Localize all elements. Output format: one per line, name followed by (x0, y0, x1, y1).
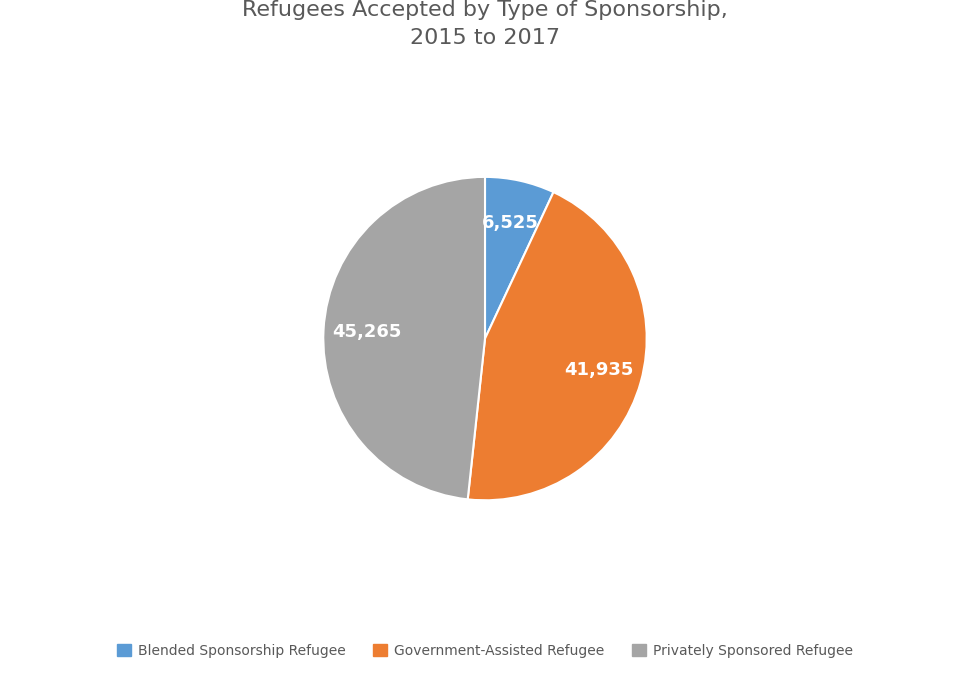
Text: 41,935: 41,935 (564, 361, 634, 379)
Title: Refugees Accepted by Type of Sponsorship,
2015 to 2017: Refugees Accepted by Type of Sponsorship… (242, 0, 727, 48)
Legend: Blended Sponsorship Refugee, Government-Assisted Refugee, Privately Sponsored Re: Blended Sponsorship Refugee, Government-… (111, 638, 858, 663)
Wedge shape (323, 177, 484, 500)
Wedge shape (467, 192, 646, 500)
Text: 45,265: 45,265 (331, 323, 401, 341)
Wedge shape (484, 177, 553, 339)
Text: 6,525: 6,525 (482, 214, 539, 232)
